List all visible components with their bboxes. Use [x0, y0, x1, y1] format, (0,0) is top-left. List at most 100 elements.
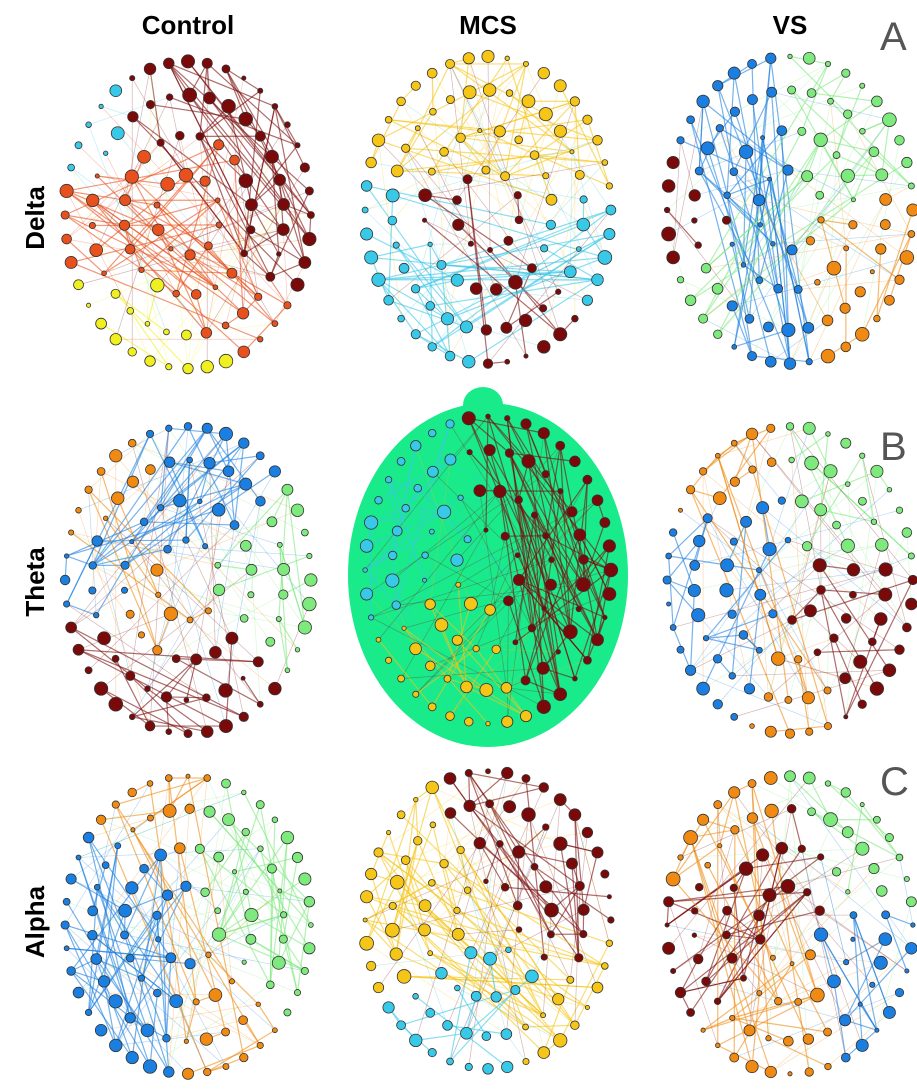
node [245, 563, 258, 576]
node [374, 496, 383, 505]
edge [506, 418, 545, 707]
edge [64, 924, 151, 1067]
edge [92, 471, 102, 591]
edge [405, 860, 426, 931]
edge [885, 914, 914, 926]
node [749, 723, 755, 729]
node [477, 128, 483, 134]
node [388, 901, 397, 910]
node [290, 277, 305, 292]
edge [431, 73, 434, 112]
edge [707, 864, 779, 1002]
edge [489, 536, 506, 610]
edge [817, 652, 829, 727]
edge [447, 851, 520, 1026]
node [410, 284, 421, 294]
node [195, 132, 205, 141]
node [726, 300, 738, 312]
node [156, 138, 165, 147]
node [857, 699, 867, 709]
edge [801, 470, 878, 502]
edge [694, 544, 882, 591]
node [483, 527, 489, 533]
node [482, 358, 494, 369]
node [542, 823, 550, 831]
node [360, 890, 374, 904]
node [98, 103, 104, 109]
edge [96, 886, 177, 1002]
edge [819, 564, 890, 671]
node [190, 289, 202, 300]
edge [449, 952, 472, 1062]
edge [189, 254, 271, 278]
edge [518, 579, 533, 629]
edge [680, 509, 760, 571]
node [165, 363, 173, 371]
node [854, 286, 866, 298]
node [832, 520, 841, 530]
node [359, 935, 374, 951]
node [366, 960, 377, 972]
node [557, 488, 564, 495]
edge [207, 245, 276, 325]
node [242, 888, 249, 895]
node [385, 573, 400, 588]
node [802, 51, 816, 65]
node [276, 251, 282, 257]
edge [199, 136, 209, 246]
edge [509, 452, 580, 610]
edge [143, 521, 191, 621]
edge [719, 127, 854, 201]
edge [189, 94, 310, 240]
node [209, 646, 222, 659]
edge [431, 882, 576, 1026]
edge [751, 99, 779, 289]
node [390, 164, 404, 178]
node [434, 618, 449, 632]
node [397, 314, 405, 323]
edge [115, 658, 151, 727]
edge [396, 111, 434, 172]
node [303, 942, 316, 955]
node [666, 250, 680, 265]
node [873, 955, 888, 970]
node [579, 195, 588, 204]
node [386, 829, 392, 836]
node [764, 355, 777, 368]
node [182, 87, 198, 103]
node [125, 881, 139, 895]
node [200, 360, 214, 374]
node [126, 475, 139, 488]
node [238, 711, 249, 722]
node [572, 675, 578, 682]
edge [88, 524, 235, 671]
edge [707, 85, 863, 149]
node [504, 448, 515, 458]
edge [279, 179, 306, 263]
node [787, 615, 797, 625]
edge [515, 233, 610, 283]
edge [424, 219, 588, 301]
edge [717, 224, 761, 289]
edge [432, 471, 518, 556]
edge [129, 310, 170, 368]
node [97, 975, 111, 988]
node [368, 614, 375, 621]
node [840, 613, 852, 624]
edge [717, 427, 810, 457]
node [428, 879, 436, 887]
edge [158, 594, 276, 689]
edge [405, 147, 605, 164]
edge [66, 901, 170, 1073]
node [813, 648, 822, 657]
node [109, 449, 123, 463]
node [485, 720, 491, 727]
node [214, 907, 222, 915]
edge [208, 509, 220, 611]
edge [169, 96, 298, 146]
node [712, 699, 723, 710]
edge [140, 886, 187, 979]
node [677, 854, 684, 861]
node [174, 842, 186, 854]
edge [405, 459, 451, 509]
